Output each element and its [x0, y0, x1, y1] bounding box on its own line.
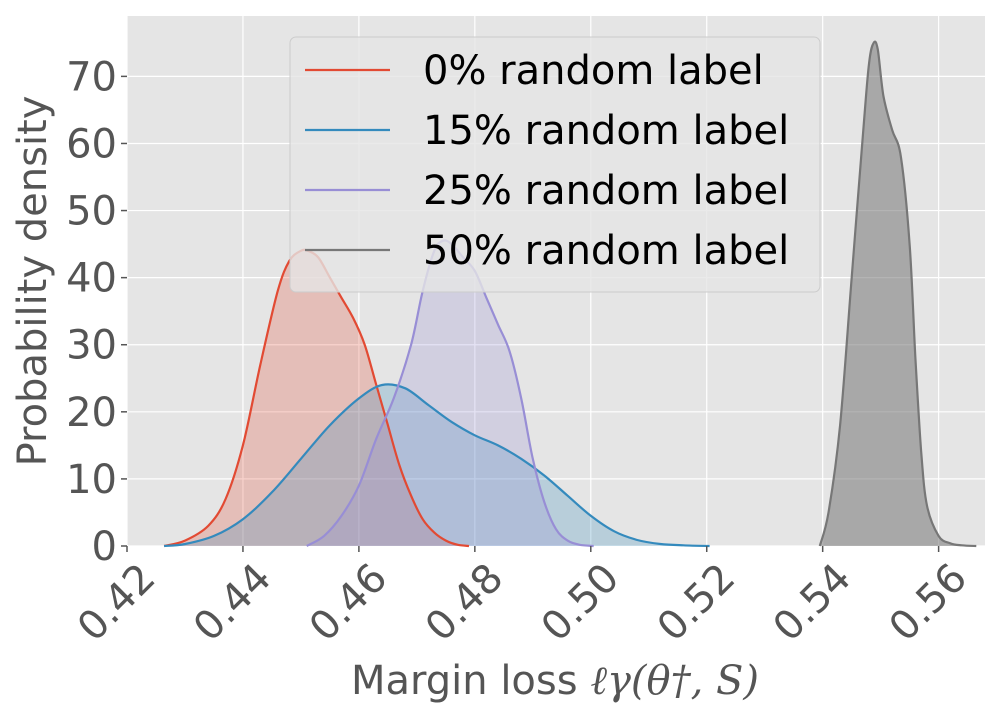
- y-tick-label: 60: [66, 121, 117, 167]
- x-axis-label-text: Margin loss: [351, 658, 578, 704]
- x-axis-ticks: 0.42 0.44 0.46 0.48 0.50 0.52 0.54 0.56: [69, 546, 976, 650]
- legend-label: 25% random label: [423, 168, 789, 214]
- x-axis-label: Margin loss ℓγ(θ†, S): [351, 658, 759, 704]
- y-tick-label: 50: [66, 189, 117, 235]
- legend-label: 0% random label: [423, 48, 764, 94]
- x-tick-label: 0.46: [301, 555, 397, 651]
- density-areas: [164, 41, 977, 547]
- y-tick-label: 0: [92, 524, 117, 570]
- x-tick-label: 0.48: [417, 555, 513, 651]
- y-tick-label: 10: [66, 457, 117, 503]
- density-line-2: [164, 383, 710, 548]
- density-area-3: [306, 240, 594, 546]
- density-area-2: [164, 384, 710, 546]
- y-tick-label: 20: [66, 390, 117, 436]
- y-tick-label: 70: [66, 54, 117, 100]
- x-tick-label: 0.54: [765, 555, 861, 651]
- density-area-4: [819, 41, 977, 547]
- legend-label: 50% random label: [423, 228, 789, 274]
- y-tick-label: 40: [66, 256, 117, 302]
- legend-label: 15% random label: [423, 108, 789, 154]
- legend: 0% random label 15% random label 25% rando…: [289, 36, 821, 293]
- x-tick-label: 0.42: [69, 555, 165, 651]
- density-line-4: [818, 40, 977, 548]
- legend-box: [289, 36, 821, 293]
- y-axis-label: Probability density: [10, 96, 56, 467]
- x-tick-label: 0.44: [185, 555, 281, 651]
- density-area-1: [164, 249, 469, 546]
- x-tick-label: 0.50: [533, 555, 629, 651]
- legend-items: 0% random label 15% random label 25% rando…: [305, 48, 789, 274]
- x-tick-label: 0.52: [649, 555, 745, 651]
- y-tick-label: 30: [66, 323, 117, 369]
- x-axis-label-math: ℓγ(θ†, S): [590, 658, 759, 704]
- x-tick-label: 0.56: [881, 555, 977, 651]
- y-axis-ticks: 0 10 20 30 40 50 60 70: [66, 54, 127, 570]
